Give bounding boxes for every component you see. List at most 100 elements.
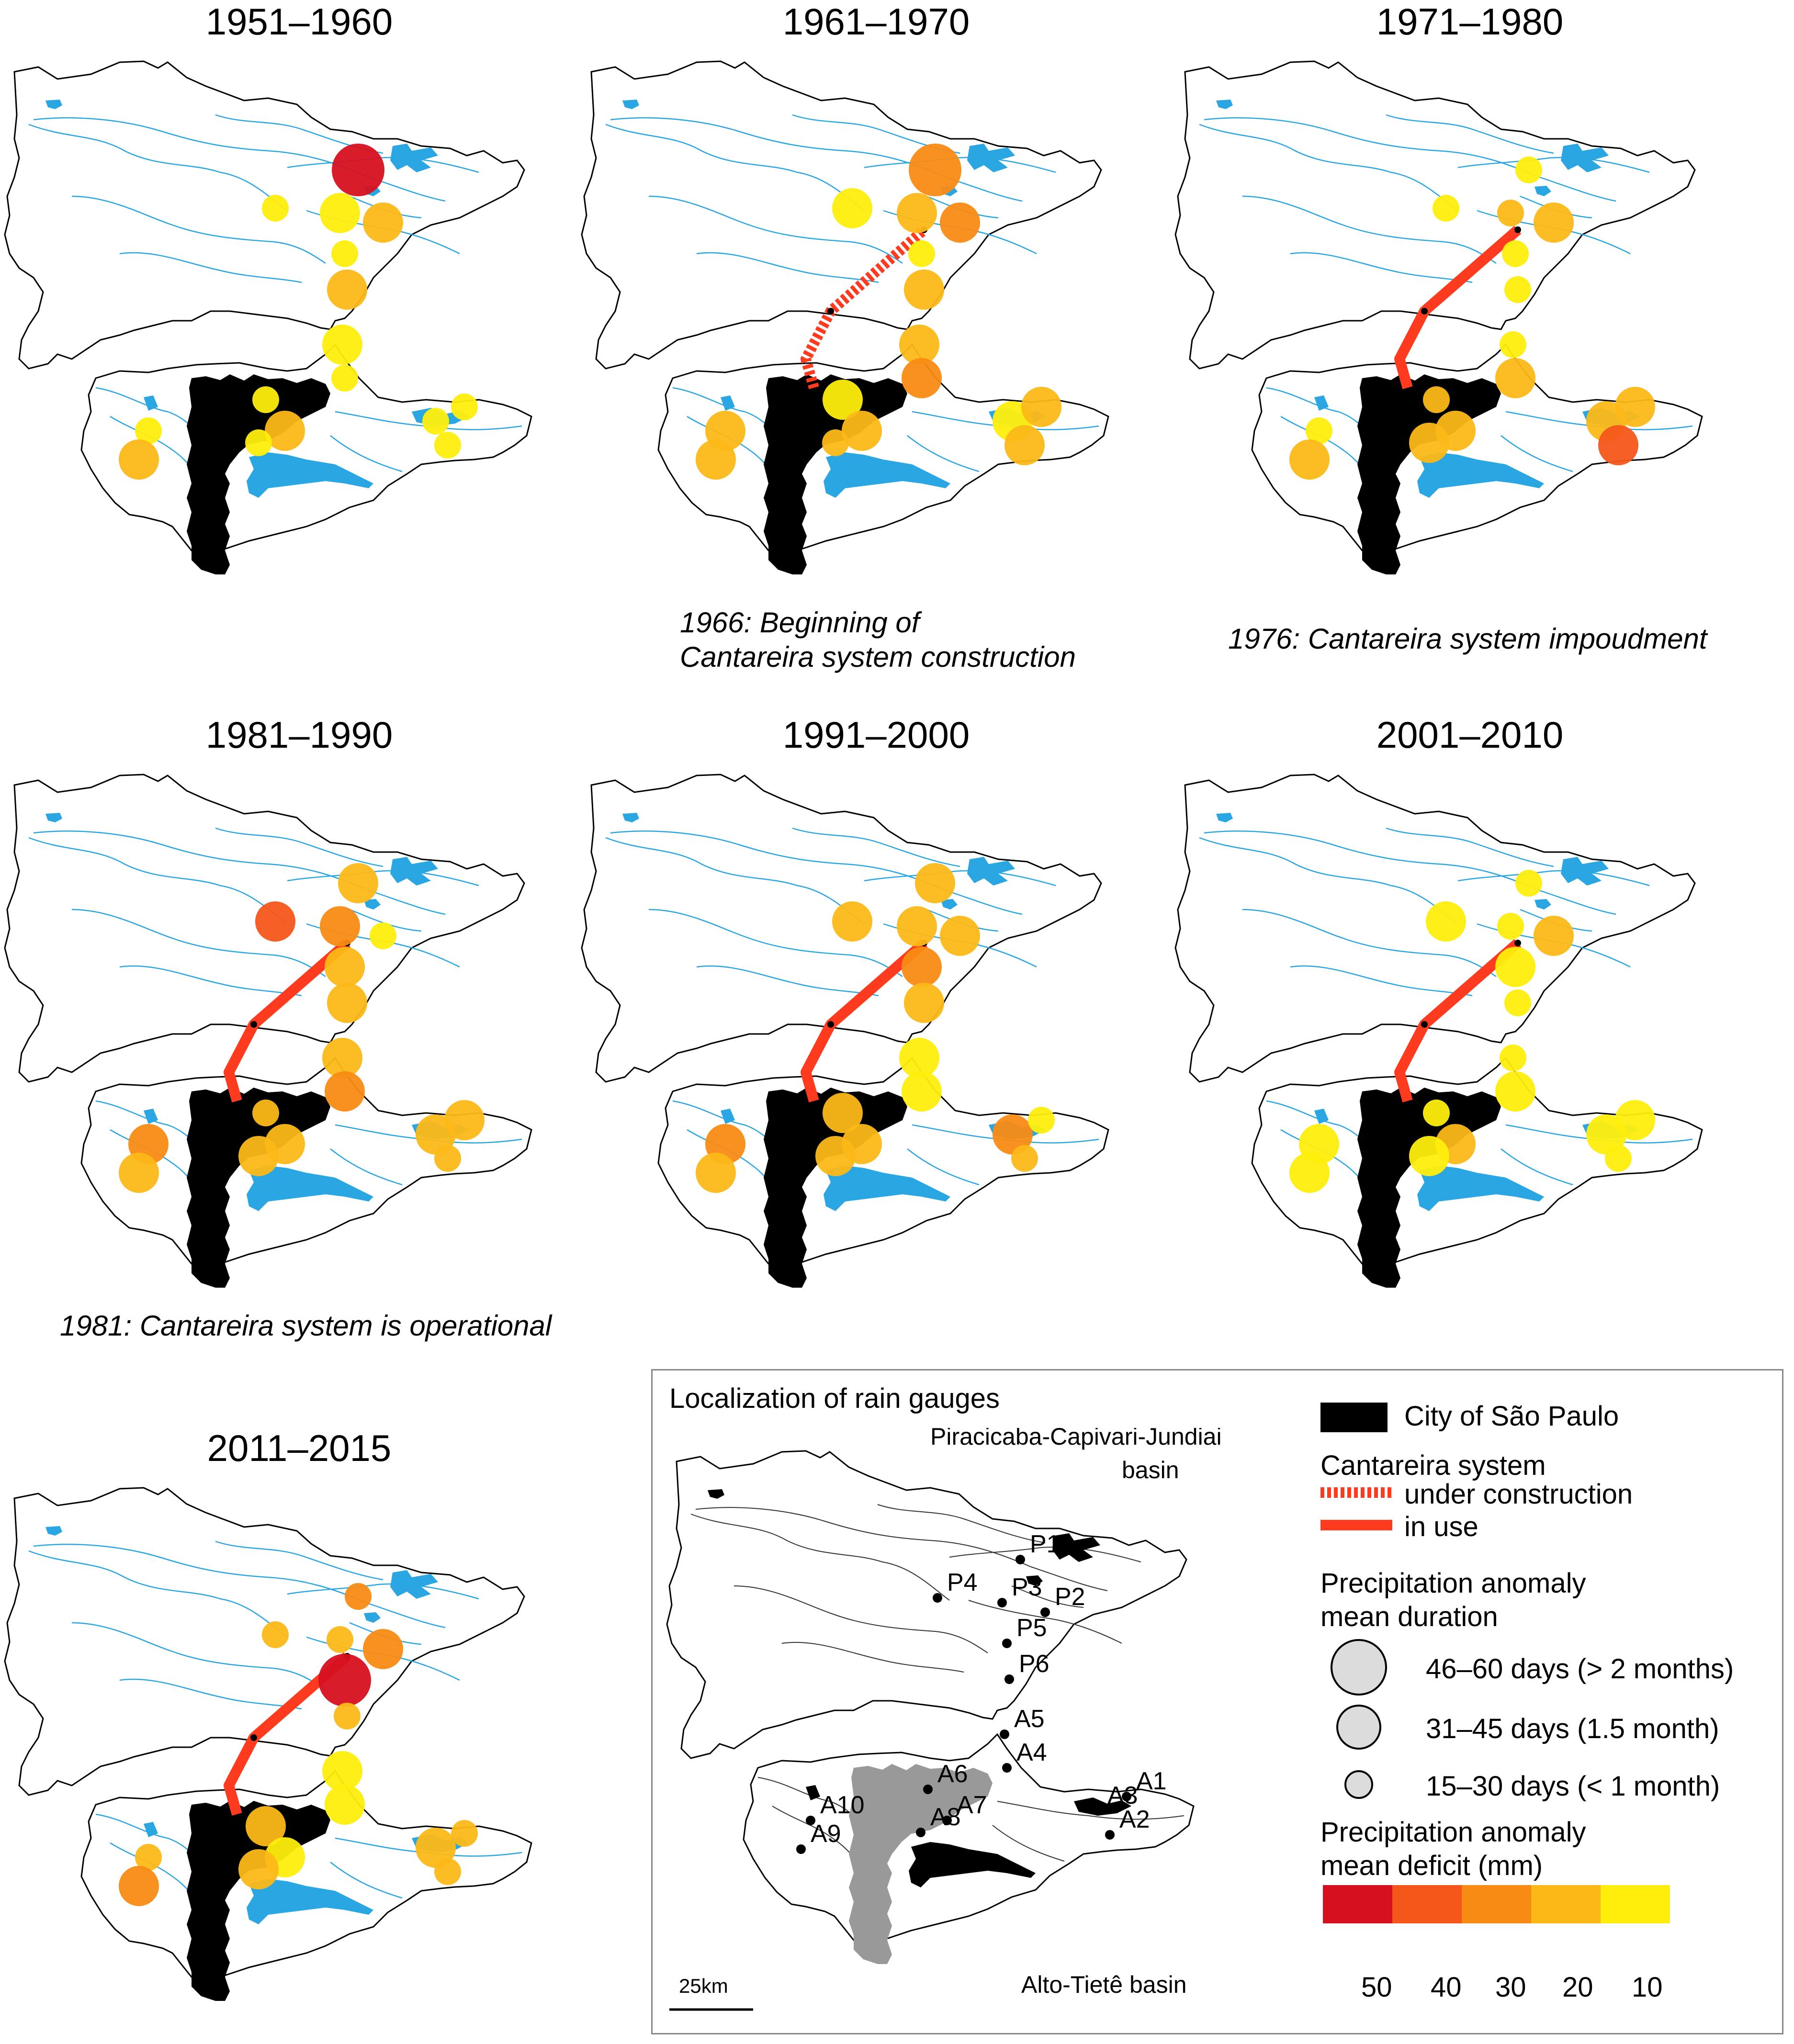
decade-map [581,774,1109,1288]
station-a5-circle [322,325,362,365]
canal-node [1514,226,1521,233]
sao-paulo-city [187,374,330,574]
river [71,1622,326,1691]
locator-title: Localization of rain gauges [669,1383,1000,1414]
river [1242,195,1497,264]
deficit-swatch-10 [1601,1885,1670,1923]
station-p5-circle [1502,240,1529,267]
caption-1981: 1981: Cantareira system is operational [60,1310,552,1342]
station-a9-circle [1289,1153,1330,1193]
canal-node [827,1021,834,1028]
river [287,870,479,887]
reservoir [824,1166,950,1211]
deficit-tick-30: 30 [1495,1972,1526,2003]
station-a2-circle [1598,425,1638,465]
river [28,837,288,924]
gauge-p2-label: P2 [1055,1583,1085,1611]
station-a7-circle [842,411,882,451]
station-a8-circle [238,1136,279,1176]
station-p3-circle [327,1626,353,1653]
river [968,1600,1122,1644]
alto-tiete-basin-boundary [743,1733,1195,1948]
station-p2-circle [940,916,980,956]
river [1199,124,1458,211]
station-a1-circle [1615,387,1655,427]
station-a6-circle [823,380,863,420]
station-a1-circle [1615,1100,1655,1140]
sao-paulo-city [1357,374,1501,574]
gauge-a5-label: A5 [1014,1705,1045,1733]
river [33,830,446,915]
gauge-p5-dot [1002,1639,1012,1648]
station-p1-circle [909,144,961,196]
gauge-a9-label: A9 [811,1820,841,1848]
station-a4-circle [902,1071,942,1112]
river [28,124,288,211]
gauge-p2-dot [1040,1607,1050,1617]
station-a3-circle [993,1114,1033,1155]
canal-node [1514,940,1521,946]
station-p6-circle [1504,276,1531,303]
river [1386,827,1554,867]
pcj-basin-boundary [4,60,525,370]
canal-node [827,308,834,314]
station-p1-circle [332,144,384,196]
river [877,1504,1046,1543]
pcj-basin-boundary [581,774,1102,1083]
reservoir [364,899,381,910]
station-a2-circle [434,432,461,459]
deficit-tick-40: 40 [1431,1972,1462,2003]
panel-1961-1970: 1961–1970 [577,0,1175,670]
gauge-a4-label: A4 [1016,1739,1047,1766]
station-p4-circle [1426,901,1466,942]
duration-mid-label: 31–45 days (1.5 month) [1426,1713,1719,1744]
station-p3-circle [320,193,360,233]
panel-1951-1960: 1951–1960 [0,0,598,670]
station-p4-circle [255,901,295,942]
river [733,1585,988,1653]
river [33,1543,446,1628]
station-a1-circle [1021,387,1061,427]
station-a8-circle [238,1849,279,1889]
gauge-p1-dot [1015,1555,1025,1564]
reservoir [1074,1797,1131,1816]
river [1242,909,1497,977]
reservoir [941,899,958,910]
river [992,1825,1065,1862]
reservoir [247,1166,373,1211]
station-a9-circle [119,1866,159,1906]
reservoir [806,1785,820,1800]
deficit-swatch-50 [1323,1885,1392,1923]
station-a9-circle [696,1153,736,1193]
station-p3-circle [897,906,937,946]
deficit-color-bar [1323,1885,1670,1923]
reservoir [390,857,438,886]
duration-short-circle [1344,1770,1373,1799]
legend-box: Localization of rain gauges P1 P2 P3 P4 P5 P6… [651,1369,1783,2034]
panel-2001-2010: 2001–2010 [1171,713,1769,1336]
station-a6-circle [1423,1100,1450,1126]
station-p1-circle [1515,157,1542,183]
river [1457,157,1650,173]
river [997,1801,1185,1820]
pcj-basin-boundary [666,1450,1187,1759]
station-p4-circle [832,901,872,942]
station-p4-circle [262,195,289,222]
river [1501,435,1573,472]
decade-map [4,774,532,1288]
station-a5-circle [899,1038,939,1078]
river [1290,965,1473,997]
river [648,909,903,977]
panel-title: 2011–2015 [207,1427,392,1469]
reservoir [622,813,639,822]
reservoir [1026,1575,1043,1586]
station-a6-circle [246,1806,286,1846]
station-p1-circle [338,863,378,903]
station-p3-circle [320,906,360,946]
cantareira-legend-title: Cantareira system [1320,1450,1546,1481]
reservoir [1534,186,1551,196]
station-a6-circle [252,386,279,413]
reservoir [1417,1166,1544,1211]
station-p5-circle [318,1654,371,1707]
station-p2-circle [370,922,396,949]
